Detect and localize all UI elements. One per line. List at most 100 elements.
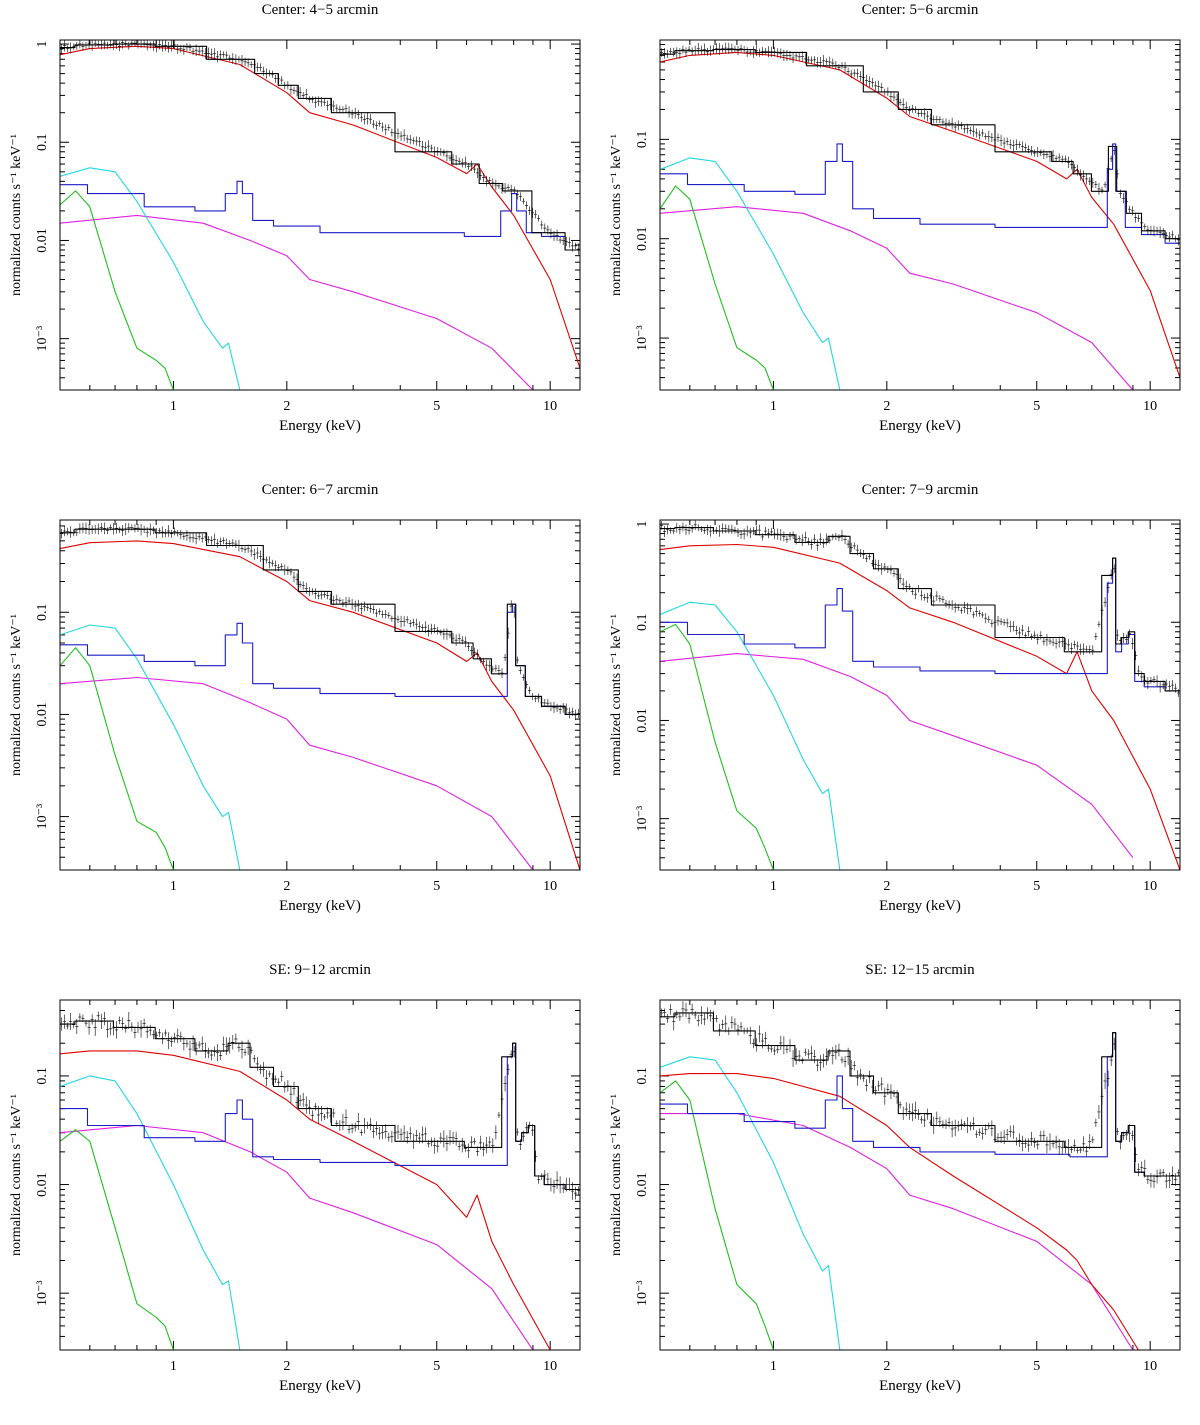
data-point (482, 658, 486, 665)
data-point (335, 594, 339, 605)
data-point (990, 133, 994, 143)
data-point (93, 1019, 97, 1036)
data-point (500, 668, 504, 678)
data-point (182, 1036, 186, 1051)
data-point (984, 133, 988, 140)
data-point (93, 40, 97, 47)
data-point (157, 527, 162, 534)
data-point (935, 115, 939, 124)
data-point (118, 1016, 122, 1025)
data-point (75, 1018, 79, 1035)
data-point (66, 1022, 70, 1030)
data-point (114, 40, 119, 49)
data-point (916, 585, 921, 593)
data-point (803, 531, 807, 544)
data-point (684, 1002, 688, 1018)
data-point (482, 1142, 486, 1157)
data-point (326, 591, 330, 600)
data-point (148, 41, 152, 49)
data-points-group (660, 42, 1180, 246)
plot-frame (659, 999, 1181, 1351)
data-point (974, 606, 979, 617)
data-point (78, 1013, 82, 1021)
data-point (433, 624, 437, 634)
data-point (987, 1122, 991, 1130)
data-point (72, 43, 76, 51)
data-point (286, 566, 290, 575)
series-line-thermal-soft-2 (660, 601, 841, 870)
data-point (558, 704, 562, 715)
data-point (1082, 170, 1086, 182)
data-point (552, 701, 556, 713)
data-point (794, 51, 798, 60)
data-point (1143, 223, 1147, 230)
data-point (1170, 230, 1174, 240)
data-point (102, 522, 106, 535)
data-point (173, 1032, 177, 1043)
series-line-background (60, 180, 580, 251)
data-point (1026, 1138, 1031, 1152)
data-point (1097, 182, 1101, 195)
data-point (515, 189, 519, 200)
data-point (1036, 1140, 1040, 1150)
data-point (696, 524, 700, 532)
data-point (136, 1021, 140, 1034)
data-point (243, 1048, 247, 1056)
data-point (197, 46, 201, 56)
data-point (283, 1081, 287, 1093)
x-tick-label-5: 5 (1033, 879, 1040, 894)
data-point (277, 1078, 281, 1087)
data-point (855, 544, 859, 556)
data-point (1155, 226, 1159, 236)
data-point (1140, 671, 1144, 683)
data-point (426, 1140, 431, 1148)
data-point (121, 525, 125, 537)
data-point (374, 121, 379, 130)
data-point (1112, 564, 1116, 574)
data-point (326, 1107, 330, 1119)
data-point (313, 96, 318, 108)
data-point (1026, 626, 1031, 637)
data-point (570, 1182, 574, 1200)
data-point (182, 532, 186, 540)
data-point (66, 45, 70, 53)
data-point (163, 40, 168, 51)
data-point (338, 597, 342, 604)
data-point (990, 1120, 994, 1137)
data-point (96, 1011, 100, 1021)
data-point (791, 52, 795, 63)
data-point (524, 1122, 529, 1134)
data-point (1134, 212, 1138, 223)
chart-title: SE: 9−12 arcmin (269, 962, 371, 978)
data-points-group (660, 1001, 1180, 1189)
data-point (151, 1030, 155, 1040)
data-point (926, 592, 930, 603)
y-tick-label-0-01: 0.01 (35, 1172, 50, 1197)
chart-title: Center: 6−7 arcmin (262, 482, 379, 498)
data-point (108, 1022, 113, 1036)
data-point (788, 50, 792, 61)
data-point (699, 526, 703, 533)
data-point (96, 523, 100, 535)
data-point (996, 1133, 1000, 1143)
data-point (472, 1137, 477, 1145)
data-point (1124, 1129, 1129, 1140)
data-point (243, 546, 247, 554)
data-point (1002, 137, 1006, 149)
data-point (160, 526, 165, 538)
data-point (730, 1016, 734, 1029)
chart-title: Center: 4−5 arcmin (262, 2, 379, 18)
data-point (188, 43, 192, 52)
data-point (800, 534, 804, 546)
data-point (693, 45, 697, 56)
data-point (506, 627, 510, 639)
data-point (773, 528, 777, 540)
data-point (1057, 636, 1061, 648)
data-point (399, 615, 403, 628)
data-point (136, 40, 140, 49)
series-line-thermal-soft-1 (60, 1129, 174, 1350)
data-point (212, 48, 217, 60)
data-point (669, 1004, 673, 1015)
data-point (1097, 1104, 1101, 1119)
data-point (212, 533, 217, 545)
